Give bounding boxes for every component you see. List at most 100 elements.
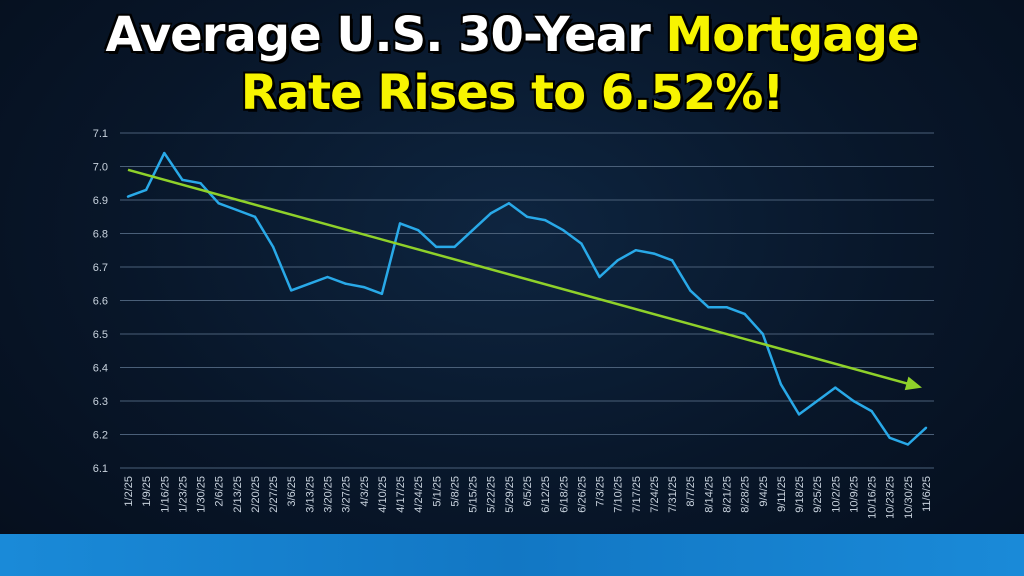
data-point [217, 202, 220, 205]
headline-line-2: Rate Rises to 6.52%! [240, 65, 784, 121]
y-tick-label: 6.2 [93, 430, 108, 442]
data-point [924, 426, 928, 429]
x-tick-label: 2/27/25 [268, 476, 280, 513]
x-tick-label: 1/16/25 [159, 476, 171, 513]
x-tick-label: 4/17/25 [395, 476, 407, 513]
x-axis-ticks: 1/2/25 1/9/25 1/16/25 1/23/25 1/30/25 2/6/25 2… [123, 476, 933, 519]
x-tick-label: 10/30/25 [903, 476, 915, 519]
data-point [598, 275, 601, 279]
x-tick-label: 7/3/25 [595, 476, 607, 507]
data-point [616, 259, 619, 262]
data-point [199, 182, 202, 185]
x-tick-label: 5/1/25 [431, 476, 443, 507]
headline-line-1: Average U.S. 30-Year Mortgage [0, 6, 1024, 64]
data-point [834, 386, 837, 389]
data-point [797, 413, 801, 416]
x-tick-label: 10/9/25 [848, 476, 860, 513]
x-tick-label: 1/30/25 [196, 476, 208, 513]
data-point [852, 399, 855, 403]
x-tick-label: 6/18/25 [558, 476, 570, 513]
data-point [743, 312, 746, 316]
data-point [906, 443, 910, 446]
x-tick-label: 7/17/25 [631, 476, 643, 513]
x-tick-label: 6/5/25 [522, 476, 534, 507]
y-tick-label: 6.1 [93, 463, 108, 475]
x-tick-label: 3/13/25 [304, 476, 316, 513]
x-tick-label: 7/24/25 [649, 476, 661, 513]
grid-lines [120, 132, 934, 469]
data-point [308, 282, 311, 285]
data-point [453, 245, 456, 249]
x-tick-label: 2/13/25 [232, 476, 244, 513]
x-tick-label: 2/20/25 [250, 476, 262, 513]
data-point [888, 436, 891, 440]
x-tick-label: 5/22/25 [486, 476, 498, 513]
data-point [489, 212, 492, 215]
data-point [471, 228, 474, 232]
data-point [689, 289, 692, 292]
x-tick-label: 8/28/25 [740, 476, 752, 513]
x-tick-label: 7/10/25 [613, 476, 625, 513]
data-point [253, 215, 257, 218]
x-tick-label: 11/6/25 [921, 476, 933, 512]
x-tick-label: 4/10/25 [377, 476, 389, 513]
headline-yellow-text: Mortgage [665, 7, 920, 63]
x-tick-label: 1/23/25 [177, 476, 189, 513]
data-point [525, 215, 529, 218]
data-point [543, 218, 547, 222]
y-tick-label: 6.3 [93, 396, 108, 408]
x-tick-label: 6/12/25 [540, 476, 552, 513]
y-tick-label: 6.7 [93, 262, 108, 274]
data-point [163, 151, 166, 155]
trend-layer [127, 168, 922, 391]
x-tick-label: 10/23/25 [885, 476, 897, 519]
data-point [380, 292, 384, 295]
data-point [181, 178, 184, 182]
x-tick-label: 4/3/25 [359, 476, 371, 507]
data-point [562, 228, 565, 232]
data-point [870, 409, 873, 413]
y-axis-ticks: 6.1 6.2 6.3 6.4 6.5 6.6 6.7 6.8 6.9 7.0 7.1 [93, 128, 108, 475]
data-point [779, 383, 783, 386]
x-tick-label: 9/18/25 [794, 476, 806, 513]
y-tick-label: 6.8 [93, 229, 108, 241]
x-tick-label: 8/21/25 [722, 476, 734, 513]
x-tick-label: 3/27/25 [341, 476, 353, 513]
x-tick-label: 2/6/25 [214, 476, 226, 507]
bottom-band [0, 534, 1024, 576]
x-tick-label: 1/2/25 [123, 476, 135, 507]
trend-arrowhead [904, 376, 922, 391]
data-point [416, 228, 420, 232]
y-tick-label: 6.4 [93, 363, 108, 375]
x-tick-label: 5/8/25 [449, 476, 461, 507]
data-point [725, 306, 728, 309]
data-point [707, 306, 710, 309]
data-point [344, 282, 347, 285]
x-tick-label: 8/14/25 [703, 476, 715, 513]
data-point [634, 249, 638, 252]
x-tick-label: 9/11/25 [776, 476, 788, 512]
x-tick-label: 10/2/25 [830, 476, 842, 513]
y-tick-label: 6.6 [93, 296, 108, 308]
data-point [761, 332, 764, 336]
x-tick-label: 7/31/25 [667, 476, 679, 513]
data-point [507, 202, 511, 205]
data-point [126, 195, 130, 198]
data-point [362, 285, 365, 289]
x-tick-label: 1/9/25 [141, 476, 153, 507]
y-tick-label: 6.5 [93, 329, 108, 341]
data-point [271, 245, 275, 249]
data-point [326, 275, 329, 279]
trend-line [127, 168, 913, 387]
headline: Average U.S. 30-Year Mortgage Rate Rises… [0, 6, 1024, 122]
data-point [144, 188, 148, 192]
data-point [580, 242, 583, 245]
series-layer [126, 151, 928, 446]
data-point [290, 289, 293, 292]
data-point [398, 222, 402, 225]
data-point [815, 399, 819, 403]
headline-white-text: Average U.S. 30-Year [105, 7, 666, 63]
x-tick-label: 5/15/25 [468, 476, 480, 513]
x-tick-label: 6/26/25 [576, 476, 588, 513]
